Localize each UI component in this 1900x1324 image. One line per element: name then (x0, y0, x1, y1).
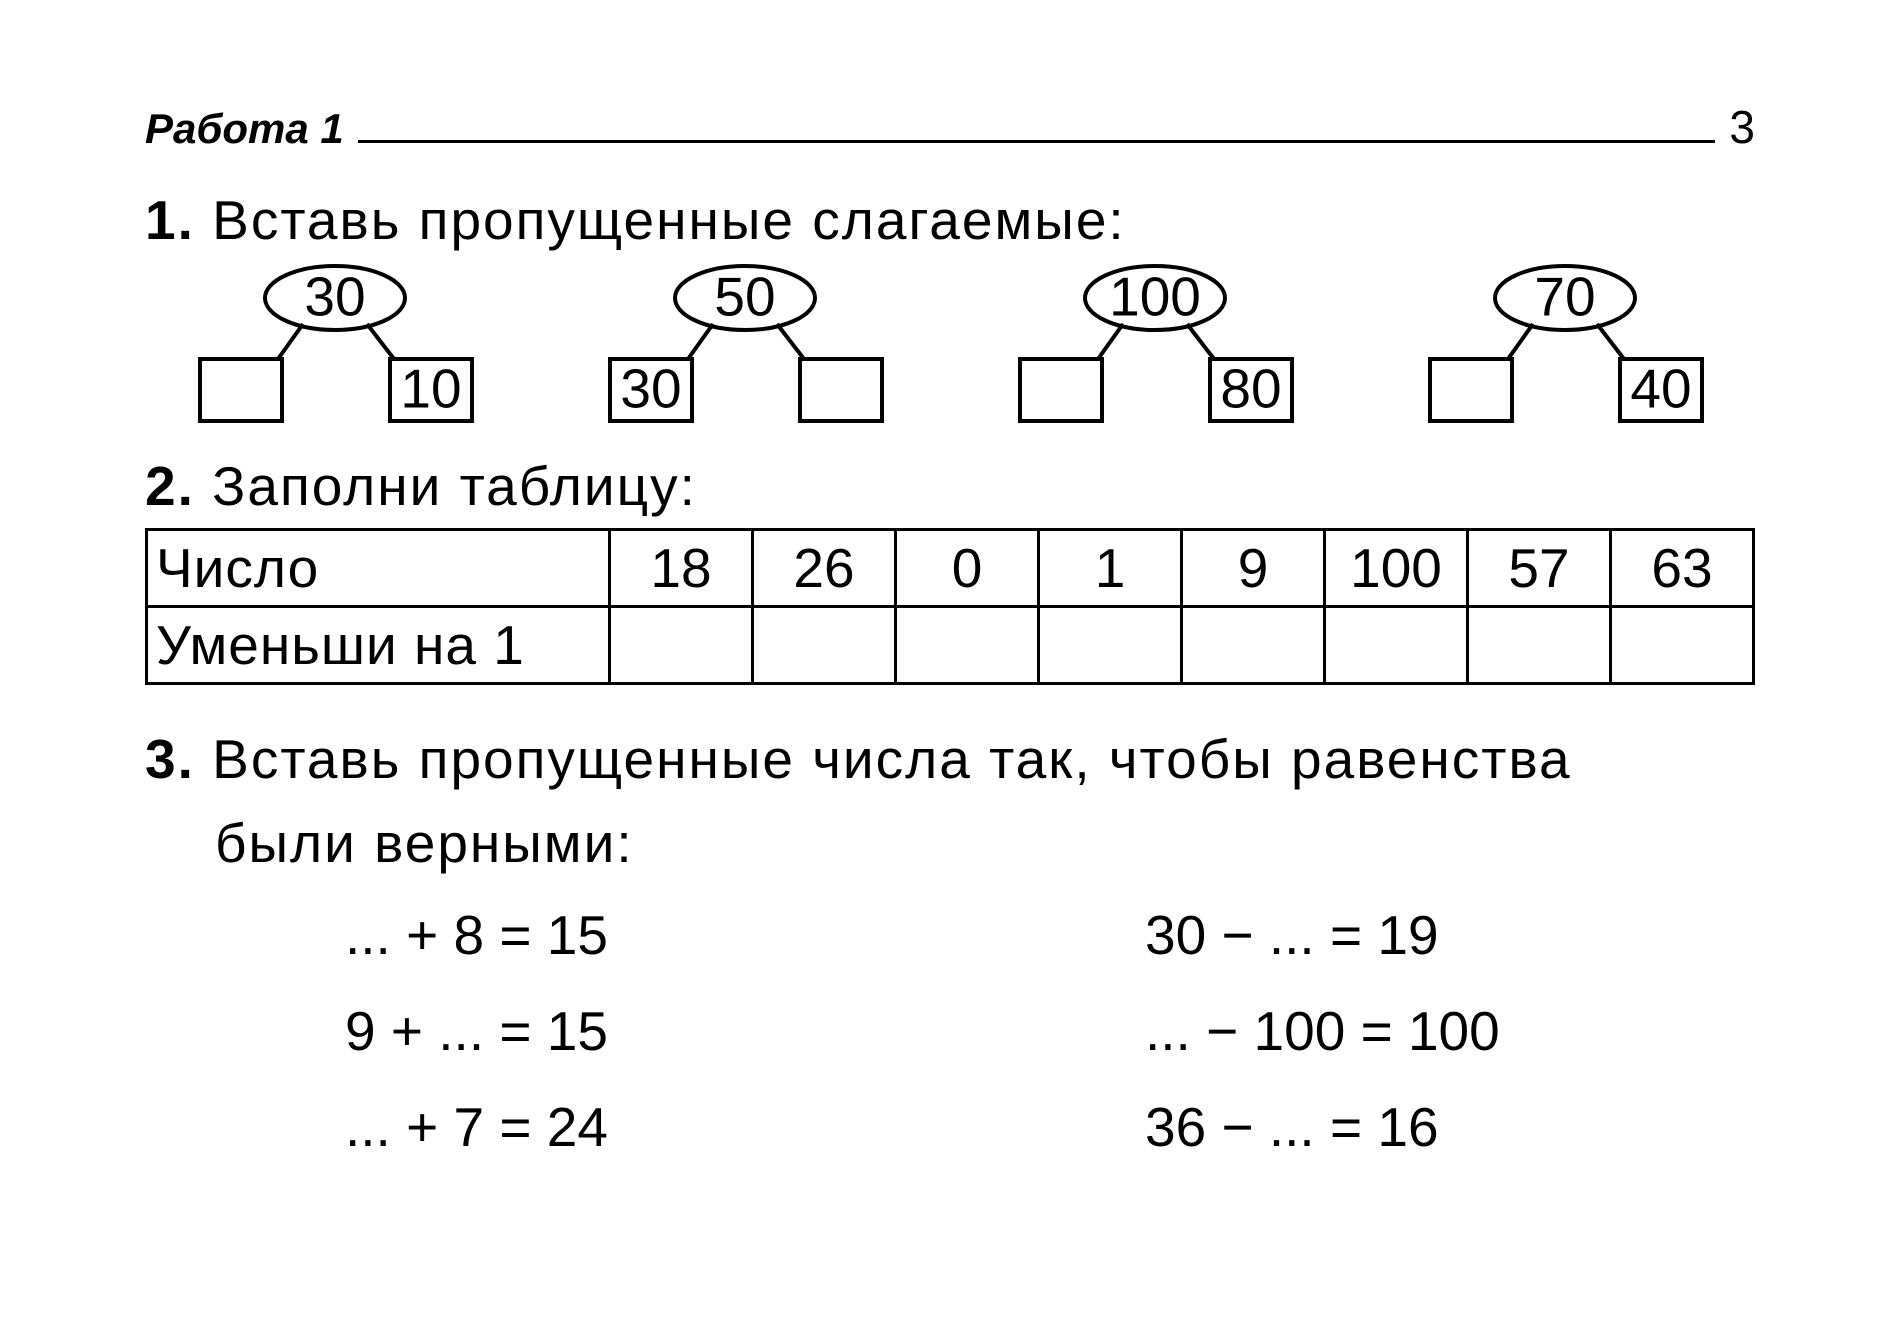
table-cell (1039, 607, 1182, 684)
table-row: Уменьши на 1 (147, 607, 1754, 684)
equation: 9 + ... = 15 (345, 999, 1105, 1063)
ex1-title-text: Вставь пропущенные слагаемые: (212, 189, 1126, 251)
table-cell (896, 607, 1039, 684)
header-page-number: 3 (1715, 100, 1755, 154)
table-cell: 100 (1325, 530, 1468, 607)
number-bond: 70 40 (1385, 264, 1745, 424)
worksheet-page: Работа 1 3 1. Вставь пропущенные слагаем… (0, 0, 1900, 1324)
bond-right-value: 40 (1630, 358, 1691, 420)
ex3-equations: ... + 8 = 15 9 + ... = 15 ... + 7 = 24 30 … (145, 903, 1755, 1159)
bond-top-value: 30 (304, 266, 365, 328)
bond-top-value: 100 (1109, 266, 1201, 328)
number-bond: 30 10 (155, 264, 515, 424)
ex3-title-text-1: Вставь пропущенные числа так, чтобы раве… (212, 728, 1572, 790)
page-header: Работа 1 3 (145, 100, 1755, 154)
bond-left-value: 30 (620, 358, 681, 420)
table-row: Число 18260191005763 (147, 530, 1754, 607)
equation: ... − 100 = 100 (1145, 999, 1500, 1063)
ex2-row2-label: Уменьши на 1 (147, 607, 610, 684)
table-cell (1611, 607, 1754, 684)
ex3-number: 3. (145, 728, 195, 790)
table-cell: 26 (753, 530, 896, 607)
ex2-title-text: Заполни таблицу: (212, 455, 697, 517)
ex3-equations-right: 30 − ... = 19 ... − 100 = 100 36 − ... = 1… (1105, 903, 1500, 1159)
table-cell: 0 (896, 530, 1039, 607)
bond-top-value: 50 (714, 266, 775, 328)
ex2-row1-label: Число (147, 530, 610, 607)
ex1-title: 1. Вставь пропущенные слагаемые: (145, 188, 1755, 252)
table-cell: 63 (1611, 530, 1754, 607)
bond-right-value: 10 (400, 358, 461, 420)
ex3-equations-left: ... + 8 = 15 9 + ... = 15 ... + 7 = 24 (145, 903, 1105, 1159)
ex2-title: 2. Заполни таблицу: (145, 454, 1755, 518)
header-title: Работа 1 (145, 105, 358, 153)
table-cell: 1 (1039, 530, 1182, 607)
header-rule (358, 140, 1716, 143)
ex1-bonds-row: 30 10 50 30 100 80 70 40 (145, 264, 1755, 424)
bond-top-value: 70 (1534, 266, 1595, 328)
equation: ... + 7 = 24 (345, 1095, 1105, 1159)
equation: ... + 8 = 15 (345, 903, 1105, 967)
table-cell: 9 (1182, 530, 1325, 607)
table-cell: 18 (610, 530, 753, 607)
equation: 30 − ... = 19 (1145, 903, 1500, 967)
ex3-title-line2: были верными: (145, 811, 1755, 875)
table-cell (753, 607, 896, 684)
table-cell: 57 (1468, 530, 1611, 607)
bond-right-value: 80 (1220, 358, 1281, 420)
ex2-number: 2. (145, 455, 195, 517)
table-cell (1468, 607, 1611, 684)
ex1-number: 1. (145, 189, 195, 251)
number-bond: 100 80 (975, 264, 1335, 424)
table-cell (1325, 607, 1468, 684)
table-cell (610, 607, 753, 684)
ex3-title: 3. Вставь пропущенные числа так, чтобы р… (145, 727, 1755, 791)
equation: 36 − ... = 16 (1145, 1095, 1500, 1159)
number-bond: 50 30 (565, 264, 925, 424)
table-cell (1182, 607, 1325, 684)
ex2-table: Число 18260191005763 Уменьши на 1 (145, 528, 1755, 685)
